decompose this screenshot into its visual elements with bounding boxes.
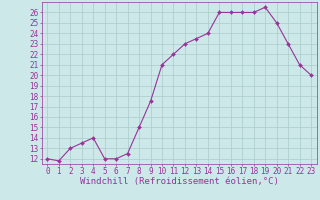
X-axis label: Windchill (Refroidissement éolien,°C): Windchill (Refroidissement éolien,°C) bbox=[80, 177, 279, 186]
